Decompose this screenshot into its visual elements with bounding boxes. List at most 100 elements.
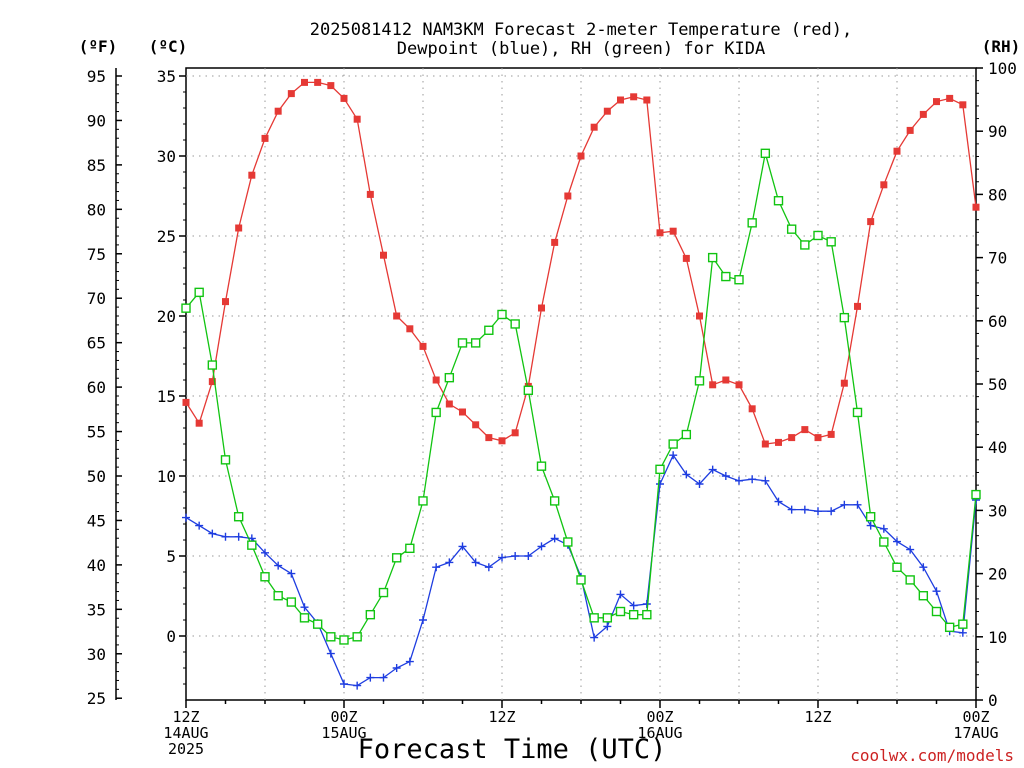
- fahrenheit-tick-label: 75: [87, 245, 106, 264]
- dewpoint-point: [366, 673, 375, 682]
- dewpoint-point: [432, 563, 441, 572]
- temperature-point: [182, 398, 190, 406]
- celsius-tick-label: 25: [157, 227, 176, 246]
- dewpoint-point: [458, 542, 467, 551]
- rh-point: [800, 240, 810, 250]
- dewpoint-point: [879, 524, 888, 533]
- temperature-point: [340, 94, 348, 102]
- dewpoint-point: [379, 673, 388, 682]
- rh-tick-label: 80: [988, 185, 1007, 204]
- rh-point: [944, 622, 955, 633]
- time-tick-label: 00Z: [330, 708, 357, 726]
- dewpoint-point: [761, 476, 770, 485]
- celsius-tick-label: 20: [157, 307, 176, 326]
- temperature-point: [445, 400, 453, 408]
- dewpoint-point: [537, 542, 546, 551]
- dewpoint-point: [708, 465, 717, 474]
- temperature-point: [366, 190, 374, 198]
- dewpoint-point: [866, 521, 875, 530]
- temperature-point: [485, 434, 493, 442]
- temperature-point: [551, 238, 559, 246]
- time-tick-label: 12Z: [804, 708, 831, 726]
- temperature-point: [235, 224, 243, 232]
- fahrenheit-tick-label: 35: [87, 600, 106, 619]
- dewpoint-point: [326, 649, 335, 658]
- rh-point: [721, 271, 731, 282]
- rh-point: [444, 372, 455, 383]
- rh-point: [747, 218, 757, 228]
- rh-tick-label: 70: [988, 249, 1007, 268]
- rh-tick-label: 10: [988, 628, 1007, 647]
- rh-point: [879, 537, 889, 547]
- celsius-axis: 0 5 10 15 20 25 30 35: [157, 67, 186, 685]
- dewpoint-point: [419, 616, 427, 624]
- rh-point: [602, 613, 613, 623]
- chart-title-line2: Dewpoint (blue), RH (green) for KIDA: [397, 39, 765, 59]
- rh-point: [352, 632, 362, 642]
- temperature-point: [972, 203, 980, 211]
- rh-point: [536, 461, 547, 471]
- rh-point: [378, 587, 389, 598]
- temperature-point: [946, 94, 954, 102]
- celsius-tick-label: 30: [157, 147, 176, 166]
- temperature-point: [222, 298, 229, 306]
- time-tick-label: 17AUG: [953, 724, 998, 742]
- dewpoint-point: [274, 561, 283, 570]
- rh-point: [247, 540, 257, 550]
- temperature-point: [643, 96, 651, 104]
- rh-tick-label: 60: [988, 312, 1007, 331]
- dewpoint-point: [735, 476, 743, 485]
- grid-lines: [186, 68, 976, 700]
- dewpoint-point: [800, 505, 809, 514]
- temperature-point: [867, 218, 875, 226]
- rh-tick-label: 20: [988, 565, 1007, 584]
- rh-point: [865, 512, 876, 522]
- dewpoint-point: [550, 534, 559, 543]
- celsius-tick-label: 10: [157, 467, 176, 486]
- rh-point: [299, 613, 310, 623]
- temperature-point: [709, 381, 717, 389]
- dewpoint-point: [405, 657, 414, 666]
- rh-point: [510, 319, 520, 329]
- rh-point: [365, 609, 376, 620]
- rh-point: [431, 407, 441, 418]
- temperature-series: [182, 78, 980, 448]
- temperature-point: [195, 419, 203, 427]
- rh-point: [207, 360, 218, 370]
- rh-point: [286, 597, 297, 607]
- rh-point: [497, 309, 507, 320]
- temperature-point: [274, 107, 282, 115]
- celsius-tick-label: 15: [157, 387, 176, 406]
- celsius-tick-label: 35: [157, 67, 176, 86]
- fahrenheit-axis: 25 30 35 40 45 50 55 60 65 70 75 80 85 90 95: [87, 67, 122, 708]
- rh-point: [576, 575, 586, 585]
- temperature-point: [893, 147, 901, 155]
- dewpoint-point: [814, 507, 822, 516]
- rh-tick-label: 30: [988, 501, 1007, 520]
- dewpoint-point: [524, 552, 533, 560]
- time-tick-label: 15AUG: [321, 724, 366, 742]
- temperature-point: [840, 379, 848, 387]
- rh-tick-label: 0: [988, 691, 998, 710]
- temperature-point: [419, 342, 427, 350]
- temperature-point: [682, 254, 690, 262]
- rh-tick-label: 40: [988, 438, 1007, 457]
- dewpoint-point: [656, 480, 664, 488]
- rh-point: [694, 376, 705, 386]
- rh-point: [707, 252, 718, 263]
- dewpoint-point: [721, 472, 730, 480]
- dewpoint-point: [195, 521, 204, 530]
- dewpoint-point: [748, 475, 757, 484]
- rh-point: [905, 575, 915, 585]
- dewpoint-point: [603, 622, 612, 631]
- temperature-point: [603, 107, 611, 115]
- dewpoint-point: [287, 569, 296, 578]
- celsius-tick-label: 0: [166, 627, 176, 646]
- rh-point: [655, 464, 665, 475]
- dewpoint-point: [932, 587, 941, 596]
- temperature-point: [656, 229, 664, 237]
- fahrenheit-tick-label: 30: [87, 645, 106, 664]
- time-tick-label: 12Z: [172, 708, 199, 726]
- dewpoint-point: [590, 633, 599, 642]
- fahrenheit-tick-label: 45: [87, 511, 106, 530]
